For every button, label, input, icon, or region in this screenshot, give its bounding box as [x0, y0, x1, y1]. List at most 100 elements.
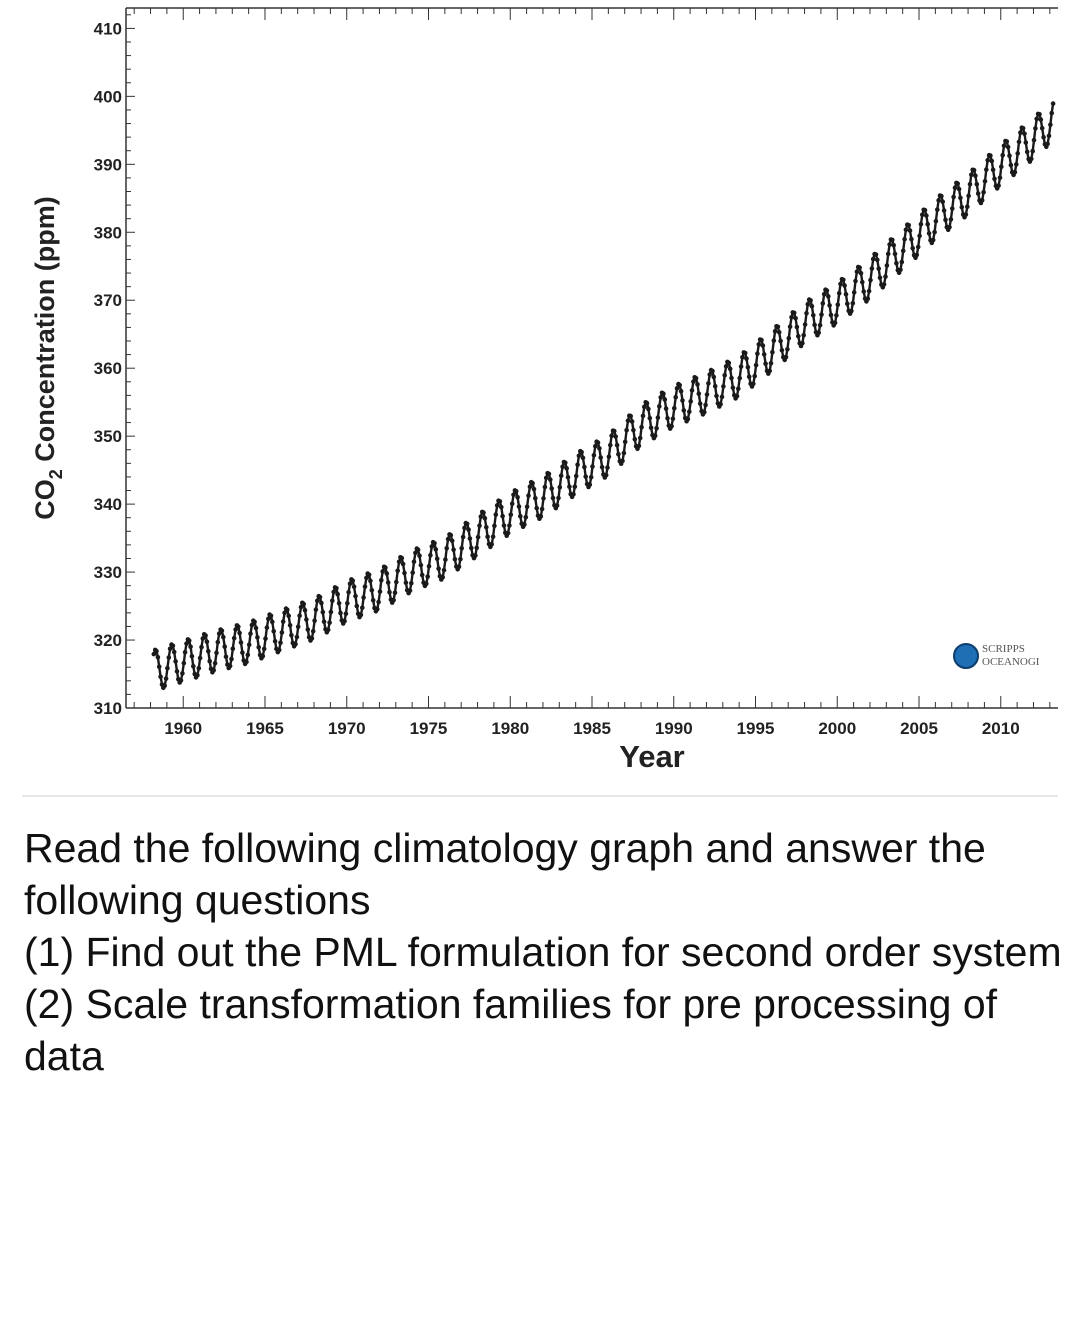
co2-data-point [1039, 125, 1045, 131]
co2-data-point [598, 455, 603, 460]
co2-data-point [620, 458, 625, 464]
co2-data-point [881, 282, 887, 287]
co2-data-point [362, 584, 368, 589]
co2-data-point [587, 482, 593, 487]
co2-data-point [230, 646, 236, 652]
co2-data-point [155, 655, 161, 660]
co2-data-point [151, 651, 157, 657]
co2-data-point [891, 243, 896, 248]
co2-data-point [212, 660, 218, 666]
co2-data-point [451, 547, 456, 552]
co2-data-point [369, 588, 375, 593]
x-tick-label: 1995 [737, 719, 775, 738]
question-item-2: (2) Scale transformation families for pr… [24, 981, 998, 1079]
x-tick-label: 2005 [900, 719, 938, 738]
co2-data-point [392, 590, 398, 595]
co2-data-point [415, 547, 421, 552]
co2-data-point [249, 622, 255, 628]
co2-data-point [793, 316, 798, 321]
co2-data-point [997, 175, 1003, 180]
co2-data-point [804, 310, 809, 316]
co2-data-point [816, 330, 821, 336]
co2-data-point [661, 391, 666, 397]
co2-data-point [696, 391, 702, 397]
co2-data-point [350, 578, 356, 583]
co2-data-point [606, 454, 612, 460]
co2-data-point [687, 409, 692, 415]
co2-data-point [334, 586, 339, 591]
co2-data-point [943, 217, 948, 223]
co2-data-point [639, 424, 644, 430]
co2-data-point [448, 532, 454, 538]
co2-data-point [256, 645, 262, 650]
co2-data-point [564, 466, 569, 471]
co2-data-point [662, 397, 668, 402]
y-tick-label: 340 [94, 495, 122, 514]
co2-data-point [632, 437, 638, 442]
co2-data-point [327, 620, 332, 625]
co2-data-point [746, 374, 752, 380]
co2-data-point [756, 342, 762, 347]
co2-data-point [313, 607, 319, 612]
co2-data-point [811, 313, 816, 318]
co2-data-point [445, 536, 451, 542]
co2-data-point [171, 649, 177, 655]
co2-data-point [375, 606, 380, 612]
co2-data-point [534, 505, 539, 511]
co2-data-point [985, 157, 990, 163]
co2-data-point [883, 274, 888, 279]
co2-data-point [673, 394, 678, 400]
co2-data-point [558, 473, 564, 479]
co2-data-point [621, 450, 627, 456]
co2-data-point [211, 667, 216, 673]
co2-data-point [887, 242, 892, 247]
co2-data-point [440, 575, 446, 580]
co2-data-point [394, 579, 399, 585]
co2-data-point [702, 409, 707, 415]
co2-data-point [827, 303, 832, 308]
co2-data-point [752, 373, 757, 379]
co2-data-point [501, 523, 507, 528]
co2-data-point [808, 298, 813, 303]
co2-data-point [738, 364, 744, 369]
co2-data-point [940, 199, 945, 204]
co2-data-point [418, 562, 424, 568]
co2-data-point [1037, 112, 1042, 117]
co2-data-point [222, 644, 227, 649]
co2-data-point [462, 525, 467, 531]
co2-data-point [593, 444, 598, 449]
co2-data-point [214, 650, 219, 656]
co2-data-point [516, 504, 522, 509]
co2-data-point [191, 664, 196, 669]
co2-data-point [573, 473, 579, 479]
co2-data-point [531, 486, 537, 492]
co2-data-point [485, 534, 490, 540]
co2-data-point [513, 489, 519, 494]
co2-data-point [778, 338, 783, 344]
co2-data-point [1050, 101, 1056, 106]
co2-data-point [582, 464, 587, 470]
co2-data-point [571, 492, 576, 497]
co2-data-point [425, 574, 431, 579]
co2-data-point [910, 246, 915, 251]
co2-data-point [285, 607, 290, 613]
co2-data-point [554, 503, 560, 508]
co2-data-point [845, 301, 850, 307]
co2-data-point [370, 598, 376, 603]
co2-data-point [982, 178, 988, 184]
co2-data-point [805, 301, 811, 307]
co2-data-point [302, 607, 308, 613]
co2-data-point [751, 381, 756, 387]
co2-data-point [399, 555, 405, 561]
co2-data-point [1018, 130, 1023, 135]
co2-data-point [279, 630, 285, 635]
co2-data-point [787, 324, 793, 330]
co2-data-point [195, 673, 200, 678]
logo-text-line2: OCEANOGI [982, 656, 1040, 668]
co2-data-point [467, 536, 473, 541]
co2-data-point [958, 195, 963, 201]
co2-data-point [154, 648, 159, 654]
co2-data-point [935, 207, 940, 212]
co2-data-point [791, 310, 797, 316]
co2-data-point [710, 368, 715, 374]
